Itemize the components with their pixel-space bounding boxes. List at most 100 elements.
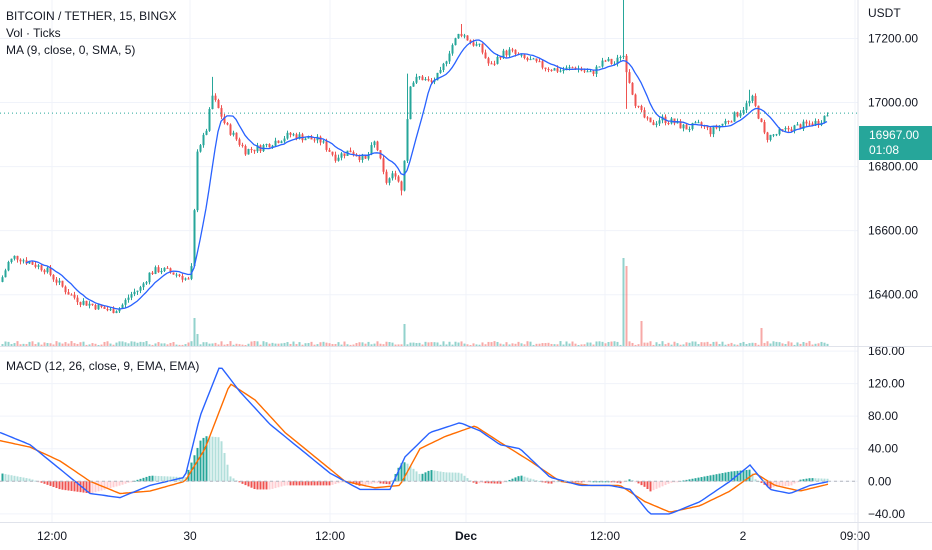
- volume-bar: [409, 342, 412, 346]
- volume-bar: [73, 343, 76, 346]
- volume-bar: [712, 341, 715, 346]
- macd-histogram-bar: [592, 481, 595, 483]
- macd-histogram-bar: [64, 481, 67, 491]
- candle-body: [472, 42, 475, 46]
- candle-body: [34, 264, 37, 267]
- macd-histogram-bar: [412, 468, 415, 482]
- volume-bar: [430, 342, 433, 346]
- volume-bar: [223, 344, 226, 346]
- volume-bar: [553, 344, 556, 346]
- candle-body: [151, 272, 154, 274]
- volume-bar: [43, 342, 46, 346]
- macd-histogram-bar: [664, 481, 667, 486]
- candle-body: [802, 121, 805, 129]
- macd-histogram-bar: [640, 481, 643, 486]
- candle-body: [763, 122, 766, 133]
- macd-histogram-bar: [25, 478, 28, 482]
- volume-bar: [463, 343, 466, 346]
- candle-body: [532, 58, 535, 60]
- candle-body: [238, 139, 241, 145]
- price-tick-label: 16600.00: [868, 224, 918, 238]
- macd-histogram-bar: [643, 481, 646, 487]
- macd-legend[interactable]: MACD (12, 26, close, 9, EMA, EMA): [6, 358, 199, 374]
- macd-histogram-bar: [265, 481, 268, 490]
- macd-histogram-bar: [748, 469, 751, 482]
- candle-body: [91, 303, 94, 306]
- macd-histogram-bar: [637, 481, 640, 484]
- candle-body: [541, 61, 544, 68]
- candle-body: [97, 304, 100, 310]
- macd-histogram-bar: [223, 452, 226, 482]
- macd-histogram-bar: [289, 481, 292, 486]
- candle-body: [814, 120, 817, 126]
- macd-histogram-bar: [382, 481, 385, 484]
- volume-bar: [640, 321, 643, 346]
- volume-bar: [202, 342, 205, 346]
- macd-histogram-bar: [454, 472, 457, 482]
- candle-body: [331, 151, 334, 155]
- volume-bar: [400, 344, 403, 346]
- volume-bar: [667, 342, 670, 346]
- macd-histogram-bar: [4, 474, 7, 482]
- candle-body: [655, 123, 658, 125]
- macd-tick-label: 120.00: [868, 377, 905, 391]
- macd-histogram-bar: [94, 481, 97, 493]
- volume-bar: [4, 341, 7, 346]
- candle-body: [322, 141, 325, 143]
- macd-histogram-bar: [166, 476, 169, 482]
- candle-body: [721, 123, 724, 126]
- volume-bar: [691, 341, 694, 346]
- candle-body: [562, 70, 565, 72]
- time-tick-label: 30: [183, 529, 197, 543]
- volume-bar: [754, 342, 757, 346]
- macd-histogram-bar: [478, 481, 481, 484]
- volume-bar: [799, 343, 802, 346]
- macd-histogram-bar: [724, 472, 727, 482]
- candle-body: [790, 129, 793, 132]
- macd-pane: [0, 367, 829, 515]
- macd-histogram-bar: [319, 481, 322, 486]
- candle-body: [325, 141, 328, 150]
- volume-bar: [403, 324, 406, 346]
- volume-bar: [607, 341, 610, 346]
- volume-bar: [121, 341, 124, 346]
- macd-histogram-bar: [334, 481, 337, 485]
- ma-legend[interactable]: MA (9, close, 0, SMA, 5): [6, 42, 135, 58]
- candle-body: [208, 109, 211, 131]
- macd-histogram-bar: [655, 481, 658, 489]
- macd-histogram-bar: [205, 436, 208, 482]
- macd-histogram-bar: [208, 436, 211, 482]
- volume-legend[interactable]: Vol · Ticks: [6, 25, 61, 41]
- candle-body: [109, 309, 112, 311]
- volume-bar: [412, 342, 415, 346]
- volume-bar: [541, 343, 544, 346]
- macd-tick-label: 0.00: [868, 474, 892, 488]
- candle-body: [796, 124, 799, 126]
- macd-histogram-bar: [604, 481, 607, 483]
- candle-body: [391, 173, 394, 179]
- volume-bar: [670, 344, 673, 346]
- macd-histogram-bar: [136, 479, 139, 482]
- macd-histogram-bar: [244, 481, 247, 486]
- macd-histogram-bar: [823, 478, 826, 482]
- macd-histogram-bar: [652, 481, 655, 491]
- candle-body: [709, 127, 712, 135]
- candle-body: [442, 63, 445, 71]
- candle-body: [403, 160, 406, 191]
- macd-histogram-bar: [193, 455, 196, 482]
- macd-histogram-bar: [61, 481, 64, 490]
- candle-body: [223, 116, 226, 124]
- symbol-legend[interactable]: BITCOIN / TETHER, 15, BINGX: [6, 8, 176, 24]
- macd-histogram-bar: [415, 471, 418, 482]
- volume-bar: [532, 344, 535, 346]
- volume-bar: [310, 341, 313, 346]
- candle-body: [52, 274, 55, 280]
- macd-histogram-bar: [370, 481, 373, 484]
- volume-bar: [442, 341, 445, 346]
- volume-bar: [196, 334, 199, 346]
- macd-histogram-bar: [508, 479, 511, 482]
- volume-bar: [784, 344, 787, 346]
- macd-histogram-bar: [325, 481, 328, 486]
- volume-bar: [88, 344, 91, 346]
